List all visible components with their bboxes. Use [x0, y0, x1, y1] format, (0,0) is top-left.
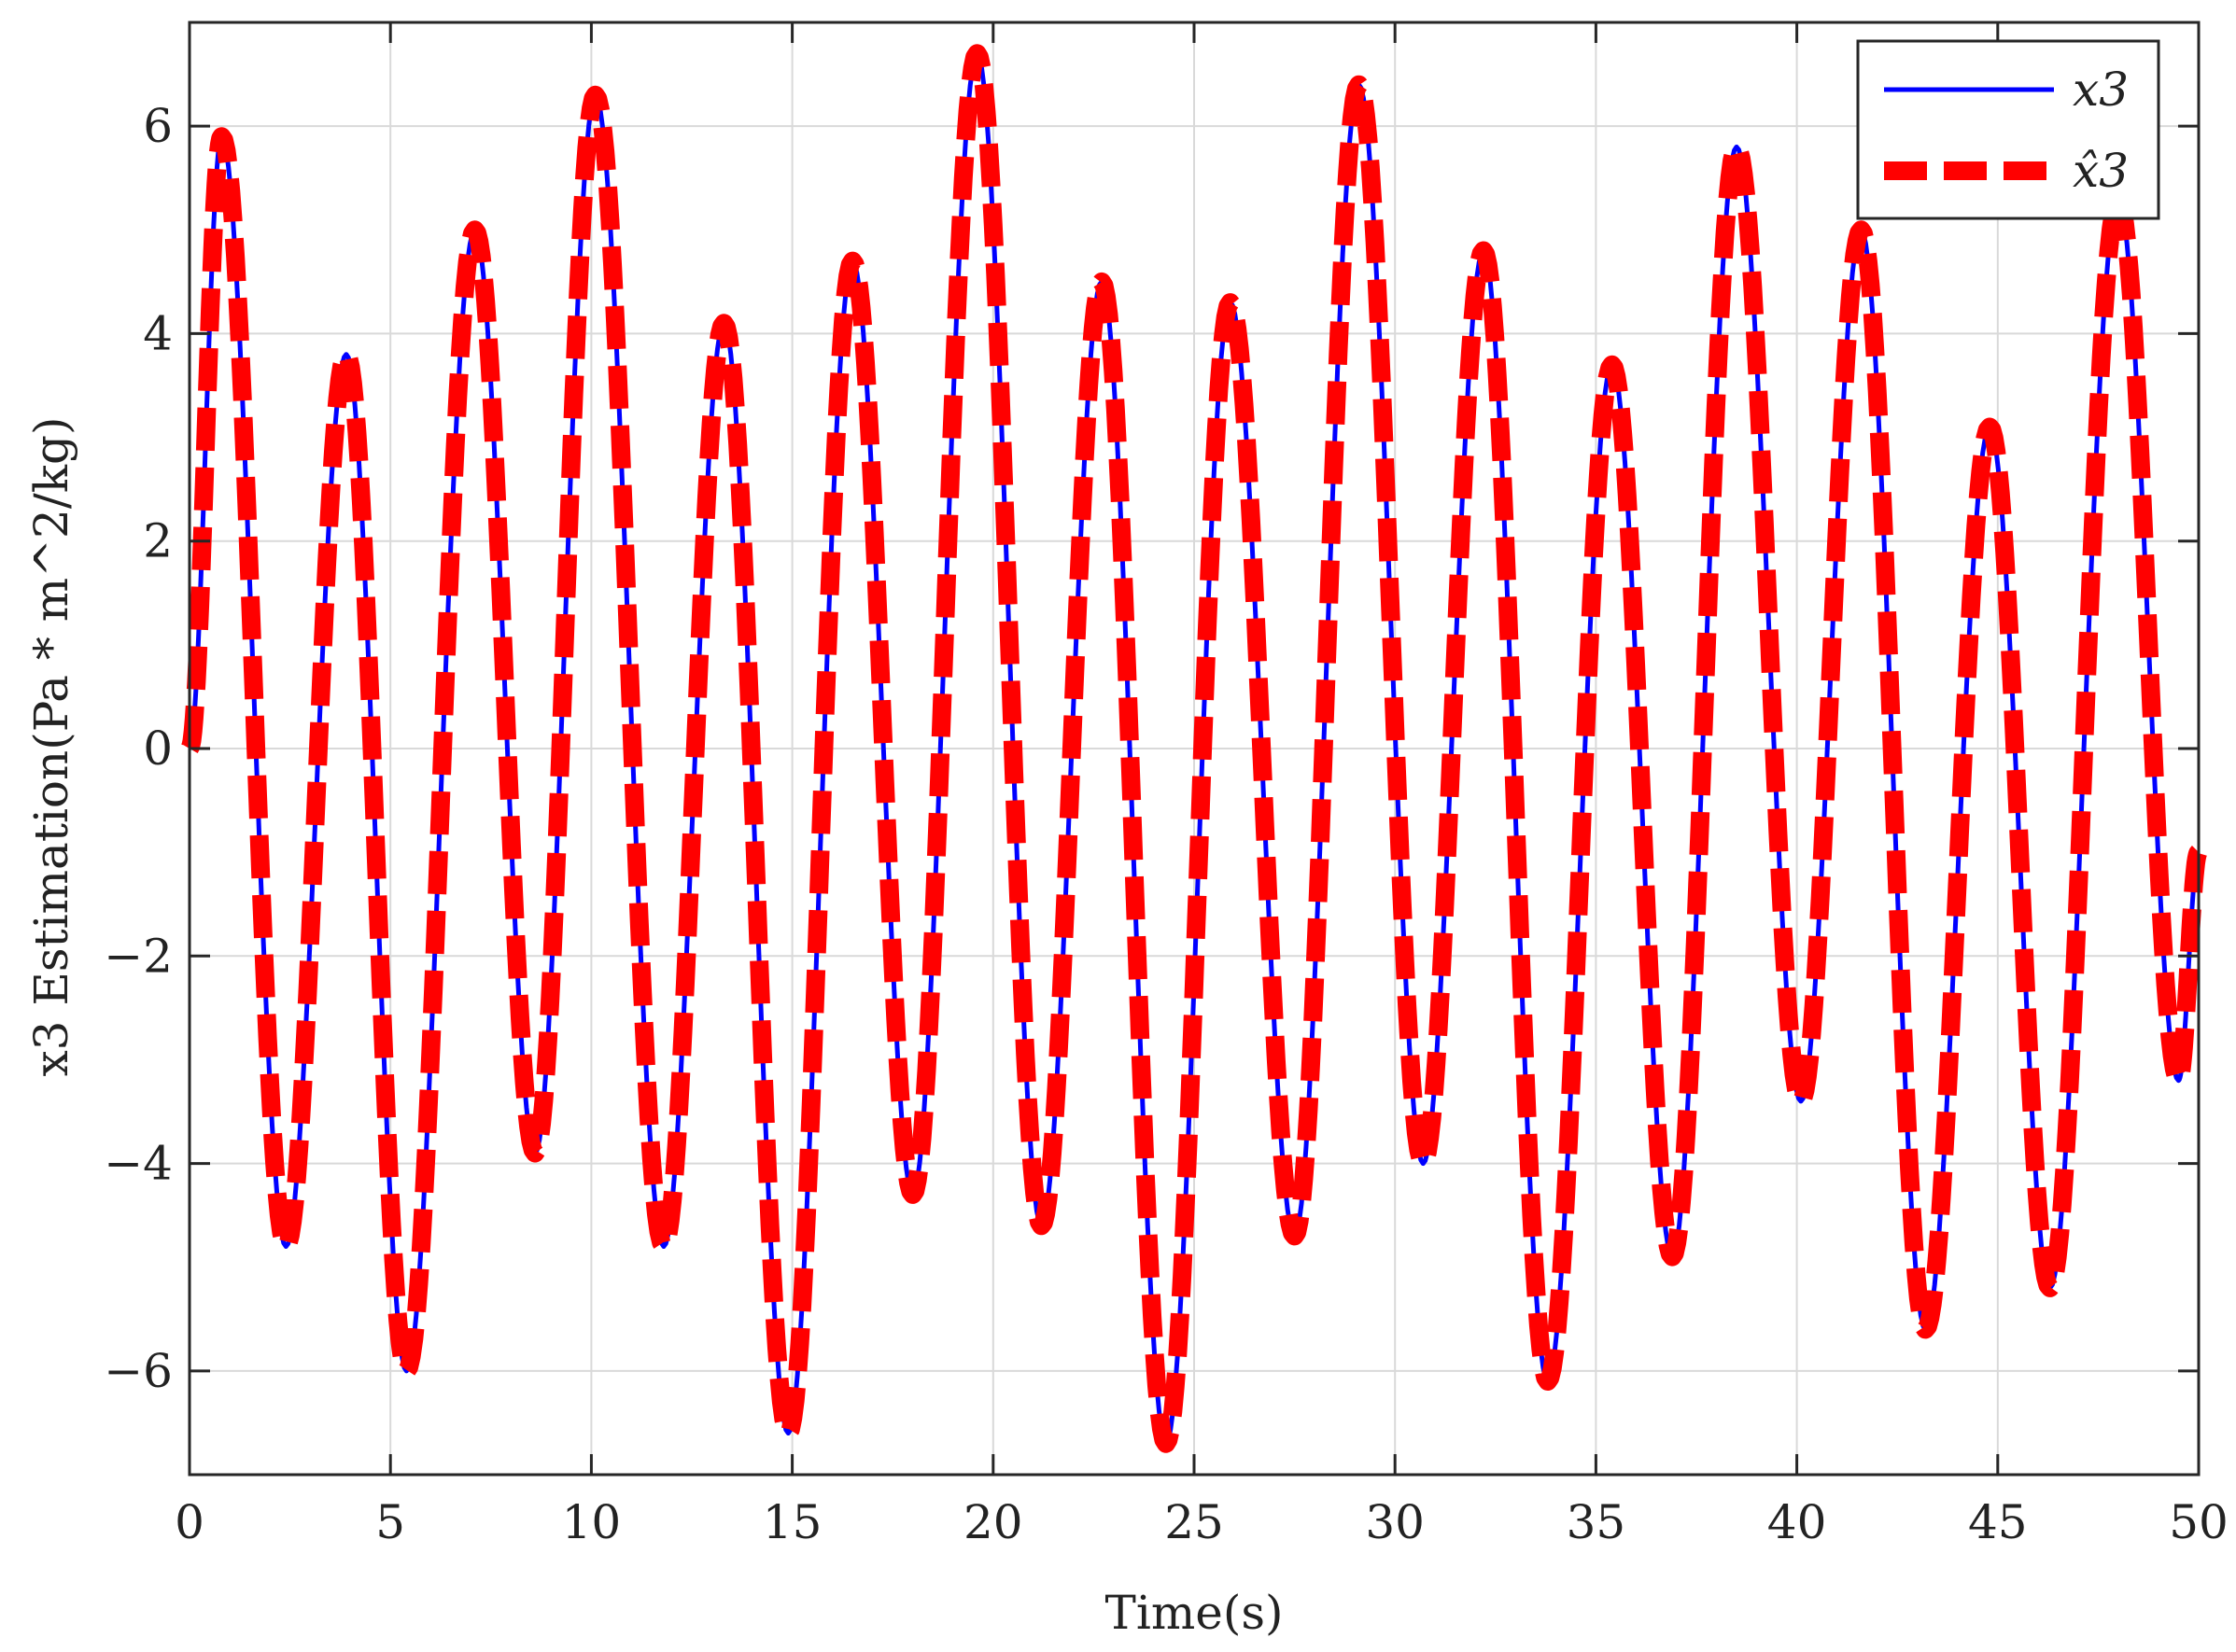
y-tick-label: −2 [104, 929, 173, 983]
x-axis-label: Time(s) [1104, 1586, 1283, 1640]
series-line-x3-hat [181, 44, 2208, 1453]
legend: x3 x̂3 [1856, 39, 2160, 220]
y-tick-label: −4 [104, 1137, 173, 1191]
x-tick-label: 45 [1968, 1495, 2028, 1549]
ticks [188, 22, 2201, 1475]
series-layer [181, 44, 2208, 1453]
x-tick-label: 5 [375, 1495, 405, 1549]
y-axis-label: x3 Estimation(Pa * m^2/kg) [24, 416, 78, 1076]
x-tick-label: 35 [1567, 1495, 1626, 1549]
x-tick-label: 0 [175, 1495, 204, 1549]
y-tick-label: 6 [143, 99, 173, 153]
x-tick-label: 15 [763, 1495, 823, 1549]
legend-label-x3-hat: x̂3 [2073, 144, 2129, 198]
x-tick-label: 25 [1164, 1495, 1224, 1549]
x-tick-label: 50 [2169, 1495, 2229, 1549]
y-tick-label: 4 [143, 306, 173, 360]
x-tick-label: 40 [1767, 1495, 1827, 1549]
y-tick-label: 2 [143, 514, 173, 568]
legend-label-x3: x3 [2073, 63, 2129, 117]
y-tick-label: −6 [104, 1344, 173, 1398]
x-tick-label: 30 [1365, 1495, 1425, 1549]
tick-labels: 0 5 10 15 20 25 30 35 40 45 50 −6 −4 −2 0 2 4 6 [104, 99, 2229, 1549]
y-tick-label: 0 [143, 721, 173, 776]
legend-box [1856, 39, 2160, 220]
x-tick-label: 20 [963, 1495, 1023, 1549]
x-tick-label: 10 [562, 1495, 622, 1549]
